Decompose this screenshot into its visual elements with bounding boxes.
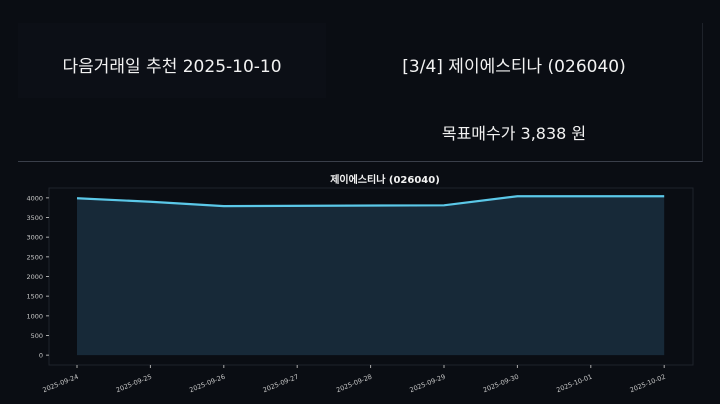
y-tick-label: 1500 — [26, 293, 43, 301]
next-trade-card: 다음거래일 추천 2025-10-10 — [18, 23, 326, 98]
chart-title: 제이에스티나 (026040) — [330, 173, 440, 186]
x-tick-label: 2025-09-26 — [188, 373, 226, 395]
x-tick-label: 2025-09-27 — [262, 373, 300, 395]
x-tick-label: 2025-09-25 — [115, 373, 153, 395]
y-tick-label: 1000 — [26, 312, 43, 320]
y-tick-label: 0 — [39, 352, 43, 360]
x-tick-label: 2025-09-28 — [335, 373, 373, 395]
summary-panel: 다음거래일 추천 2025-10-10 [3/4] 제이에스티나 (026040… — [18, 23, 703, 162]
stock-title: [3/4] 제이에스티나 (026040) — [402, 57, 626, 77]
y-tick-label: 4000 — [26, 194, 43, 202]
next-trade-date: 다음거래일 추천 2025-10-10 — [62, 57, 282, 77]
y-tick-label: 2500 — [26, 253, 43, 261]
y-tick-label: 500 — [31, 332, 43, 340]
y-tick-label: 3000 — [26, 234, 43, 242]
x-tick-label: 2025-10-02 — [629, 373, 667, 395]
price-line — [76, 195, 665, 208]
x-tick-label: 2025-09-24 — [42, 373, 80, 395]
y-tick-label: 2000 — [26, 273, 43, 281]
area-fill — [77, 196, 665, 356]
y-tick-label: 3500 — [26, 214, 43, 222]
x-tick-label: 2025-09-30 — [482, 373, 520, 395]
x-tick-label: 2025-09-29 — [409, 373, 447, 395]
target-price: 목표매수가 3,838 원 — [441, 124, 587, 143]
x-tick-label: 2025-10-01 — [555, 373, 593, 395]
